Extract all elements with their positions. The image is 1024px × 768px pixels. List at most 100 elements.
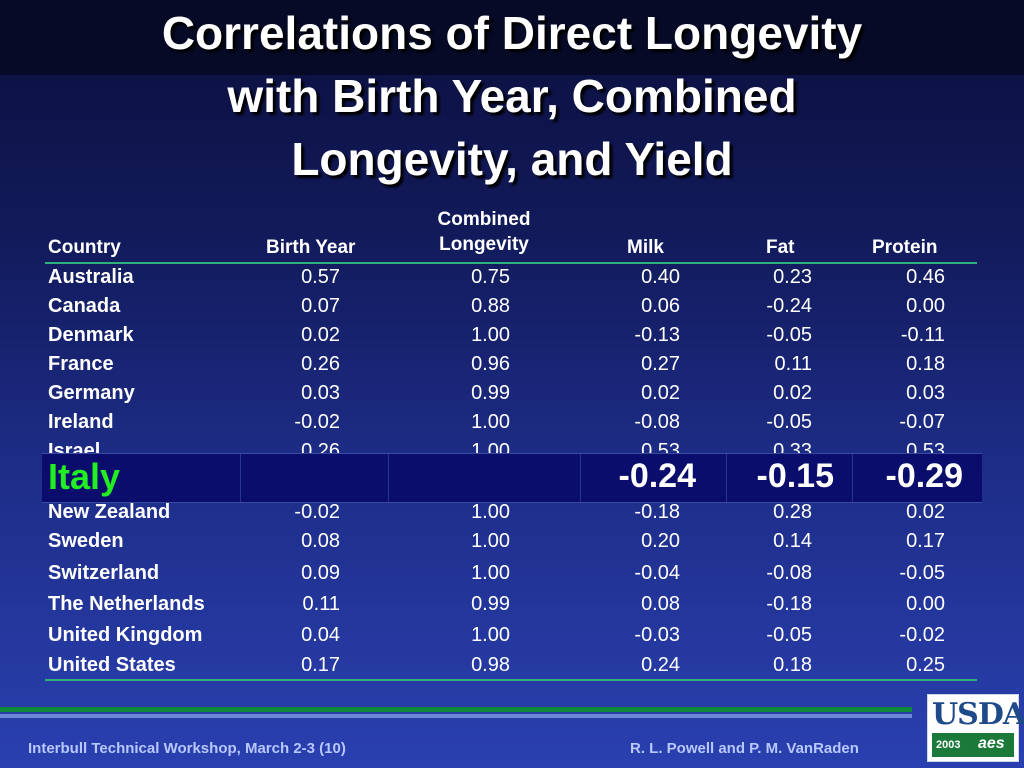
combined-longevity-cell: 1.00: [471, 440, 510, 454]
combined-longevity-cell: 0.99: [471, 593, 510, 615]
birth-year-cell: 0.03: [301, 382, 340, 404]
combined-longevity-cell: 1.00: [471, 530, 510, 552]
birth-year-cell: -0.02: [294, 411, 340, 433]
fat-cell: 0.33: [773, 440, 812, 454]
birth-year-cell: 0.02: [301, 324, 340, 346]
highlight-country: Italy: [48, 456, 121, 497]
birth-year-cell: 0.17: [301, 654, 340, 676]
highlight-row-italy: Italy -0.24 -0.15 -0.29: [42, 453, 982, 503]
fat-cell: 0.18: [773, 654, 812, 676]
combined-longevity-cell: 1.00: [471, 411, 510, 433]
country-cell: Australia: [48, 266, 134, 288]
table-row: Canada 0.07 0.88 0.06 -0.24 0.00: [0, 295, 1024, 323]
protein-cell: 0.18: [906, 353, 945, 375]
fat-cell: -0.24: [766, 295, 812, 317]
milk-cell: 0.53: [641, 440, 680, 454]
usda-logo-text: USDA: [932, 697, 1024, 732]
header-country: Country: [48, 237, 121, 258]
protein-cell: -0.11: [900, 324, 945, 346]
fat-cell: -0.18: [766, 593, 812, 615]
highlight-cell: [388, 454, 581, 502]
protein-cell: 0.00: [906, 593, 945, 615]
birth-year-cell: 0.04: [301, 624, 340, 646]
header-divider: [45, 262, 977, 264]
country-cell: Switzerland: [48, 562, 160, 584]
table-row: Ireland -0.02 1.00 -0.08 -0.05 -0.07: [0, 411, 1024, 439]
fat-cell: 0.02: [773, 382, 812, 404]
country-cell: Sweden: [48, 530, 124, 552]
table-row: Australia 0.57 0.75 0.40 0.23 0.46: [0, 266, 1024, 294]
title-line-2: with Birth Year, Combined: [227, 70, 797, 122]
header-birth-year: Birth Year: [266, 237, 356, 258]
table-row: Sweden 0.08 1.00 0.20 0.14 0.17: [0, 530, 1024, 558]
combined-longevity-cell: 0.75: [471, 266, 510, 288]
birth-year-cell: 0.26: [301, 353, 340, 375]
table-row: Israel 0.26 1.00 0.53 0.33 0.53: [0, 440, 1024, 454]
footer-blue-rule: [0, 714, 912, 718]
title-line-1: Correlations of Direct Longevity: [161, 7, 863, 59]
milk-cell: -0.18: [634, 501, 680, 523]
country-cell: France: [48, 353, 114, 375]
country-cell: Israel: [48, 440, 101, 454]
title-band: [0, 0, 1024, 75]
footer-left-text: Interbull Technical Workshop, March 2-3 …: [28, 740, 346, 757]
birth-year-cell: 0.09: [301, 562, 340, 584]
protein-cell: 0.53: [906, 440, 945, 454]
footer-green-rule: [0, 707, 912, 712]
table-row: United States 0.17 0.98 0.24 0.18 0.25: [0, 654, 1024, 682]
milk-cell: -0.04: [634, 562, 680, 584]
title-line-3: Longevity, and Yield: [291, 133, 733, 185]
milk-cell: 0.06: [641, 295, 680, 317]
country-cell: Canada: [48, 295, 121, 317]
fat-cell: 0.14: [773, 530, 812, 552]
birth-year-cell: -0.02: [294, 501, 340, 523]
milk-cell: 0.02: [641, 382, 680, 404]
header-milk: Milk: [627, 237, 664, 258]
table-bottom-divider: [45, 679, 977, 681]
combined-longevity-cell: 0.96: [471, 353, 510, 375]
protein-cell: 0.02: [906, 501, 945, 523]
combined-longevity-cell: 0.98: [471, 654, 510, 676]
table-row: Germany 0.03 0.99 0.02 0.02 0.03: [0, 382, 1024, 410]
highlight-cell: [580, 454, 727, 502]
fat-cell: 0.23: [773, 266, 812, 288]
usda-logo-band: [932, 733, 1014, 757]
protein-cell: 0.46: [906, 266, 945, 288]
aes-logo-mark: aes: [978, 735, 1005, 752]
combined-longevity-cell: 0.99: [471, 382, 510, 404]
birth-year-cell: 0.11: [302, 593, 340, 615]
milk-cell: 0.27: [641, 353, 680, 375]
milk-cell: 0.40: [641, 266, 680, 288]
birth-year-cell: 0.07: [301, 295, 340, 317]
header-combined-line1: Combined: [437, 209, 531, 230]
milk-cell: -0.13: [634, 324, 680, 346]
highlight-cell: [42, 454, 241, 502]
protein-cell: -0.02: [899, 624, 945, 646]
protein-cell: 0.25: [906, 654, 945, 676]
milk-cell: 0.24: [641, 654, 680, 676]
protein-cell: -0.05: [899, 562, 945, 584]
fat-cell: 0.28: [773, 501, 812, 523]
fat-cell: -0.05: [766, 324, 812, 346]
logo-year: 2003: [936, 739, 961, 751]
combined-longevity-cell: 1.00: [471, 324, 510, 346]
country-cell: The Netherlands: [48, 593, 205, 615]
country-cell: Germany: [48, 382, 135, 404]
header-fat: Fat: [766, 237, 795, 258]
table-row: France 0.26 0.96 0.27 0.11 0.18: [0, 353, 1024, 381]
table-row: New Zealand -0.02 1.00 -0.18 0.28 0.02: [0, 501, 1024, 529]
header-combined-line2: Longevity: [439, 234, 529, 255]
combined-longevity-cell: 1.00: [471, 624, 510, 646]
table-row: The Netherlands 0.11 0.99 0.08 -0.18 0.0…: [0, 593, 1024, 621]
highlight-cell: [726, 454, 853, 502]
country-cell: New Zealand: [48, 501, 171, 523]
protein-cell: 0.03: [906, 382, 945, 404]
birth-year-cell: 0.08: [301, 530, 340, 552]
milk-cell: 0.08: [641, 593, 680, 615]
combined-longevity-cell: 1.00: [471, 501, 510, 523]
protein-cell: 0.17: [906, 530, 945, 552]
fat-cell: 0.11: [774, 353, 812, 375]
country-cell: United States: [48, 654, 176, 676]
slide-title: Correlations of Direct Longevity with Bi…: [0, 2, 1024, 191]
milk-cell: -0.08: [634, 411, 680, 433]
